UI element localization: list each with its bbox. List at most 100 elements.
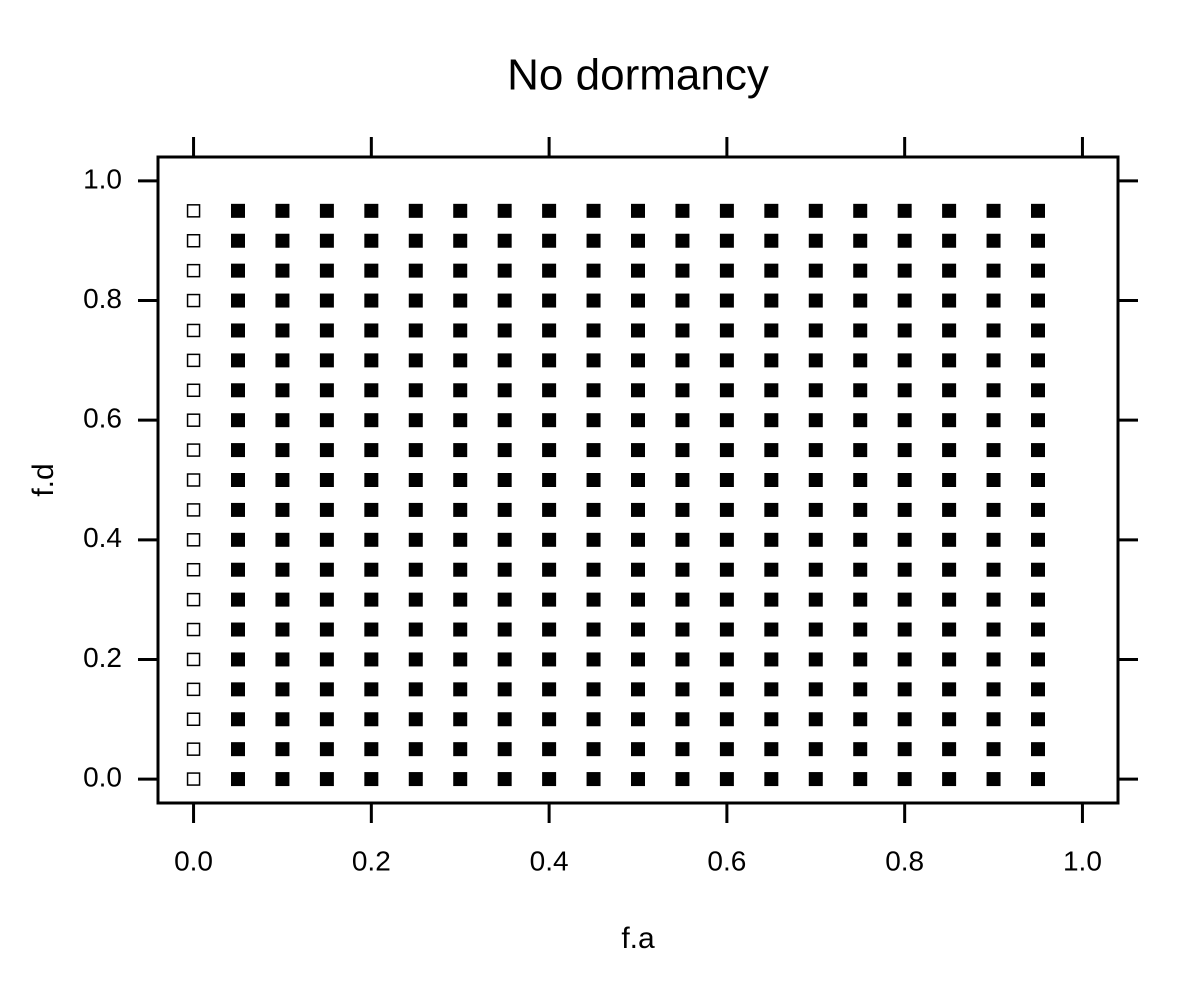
point: [542, 383, 557, 398]
point: [897, 622, 912, 637]
point: [631, 263, 645, 278]
point: [1031, 592, 1045, 607]
point: [675, 383, 690, 398]
point: [542, 293, 557, 308]
point: [497, 592, 512, 607]
point: [186, 204, 201, 218]
point: [319, 652, 334, 667]
point: [497, 323, 512, 338]
point: [453, 622, 468, 637]
point: [631, 682, 645, 697]
point: [586, 293, 601, 308]
point: [319, 682, 334, 697]
point: [853, 353, 868, 368]
point: [186, 233, 201, 248]
point: [897, 443, 912, 458]
point: [542, 772, 557, 787]
point: [631, 413, 645, 428]
point: [719, 532, 734, 547]
point: [586, 712, 601, 727]
point: [542, 622, 557, 637]
point: [631, 772, 645, 787]
point: [986, 473, 1001, 487]
point: [364, 592, 379, 607]
point: [497, 742, 512, 757]
point: [186, 293, 201, 308]
point: [408, 203, 423, 218]
point: [275, 592, 290, 607]
point: [719, 413, 734, 428]
point: [897, 652, 912, 667]
point: [319, 502, 334, 517]
point: [231, 712, 245, 727]
point: [231, 233, 245, 248]
point: [586, 443, 601, 458]
point: [186, 742, 201, 756]
point: [275, 353, 290, 368]
point: [408, 233, 423, 248]
point: [453, 682, 468, 697]
point: [675, 233, 690, 248]
point: [186, 712, 201, 727]
point: [497, 203, 512, 218]
point: [675, 742, 690, 757]
point: [231, 473, 245, 487]
point: [1031, 413, 1045, 428]
point: [586, 532, 601, 547]
point: [853, 233, 868, 248]
point: [1031, 203, 1045, 218]
point: [631, 323, 645, 338]
point: [364, 383, 379, 398]
point: [942, 293, 957, 308]
point: [586, 473, 601, 487]
point: [853, 383, 868, 398]
point: [453, 652, 468, 667]
point: [586, 622, 601, 637]
point: [764, 532, 779, 547]
point: [275, 473, 290, 487]
point: [675, 443, 690, 458]
point: [942, 532, 957, 547]
point: [942, 443, 957, 458]
point: [675, 293, 690, 308]
point: [1031, 772, 1045, 787]
point: [586, 502, 601, 517]
point: [319, 742, 334, 757]
point: [719, 712, 734, 727]
point: [719, 353, 734, 368]
point: [586, 263, 601, 278]
point: [275, 562, 290, 577]
point: [853, 203, 868, 218]
point: [808, 443, 823, 458]
point: [986, 203, 1001, 218]
point: [231, 263, 245, 278]
point: [1031, 263, 1045, 278]
point: [586, 742, 601, 757]
point: [631, 473, 645, 487]
point: [364, 502, 379, 517]
point: [275, 622, 290, 637]
x-tick-label: 0.8: [885, 845, 924, 876]
point: [231, 562, 245, 577]
point: [808, 413, 823, 428]
point: [808, 532, 823, 547]
point: [1031, 473, 1045, 487]
point: [586, 323, 601, 338]
point: [808, 233, 823, 248]
point: [497, 383, 512, 398]
point: [986, 263, 1001, 278]
point: [764, 772, 779, 787]
point: [719, 562, 734, 577]
point: [319, 293, 334, 308]
x-tick-label: 0.4: [530, 845, 569, 876]
point: [631, 502, 645, 517]
point: [897, 233, 912, 248]
point: [764, 233, 779, 248]
point: [853, 293, 868, 308]
point: [764, 473, 779, 487]
point: [453, 203, 468, 218]
point: [942, 353, 957, 368]
x-axis-label: f.a: [621, 922, 655, 955]
point: [408, 323, 423, 338]
point: [986, 383, 1001, 398]
